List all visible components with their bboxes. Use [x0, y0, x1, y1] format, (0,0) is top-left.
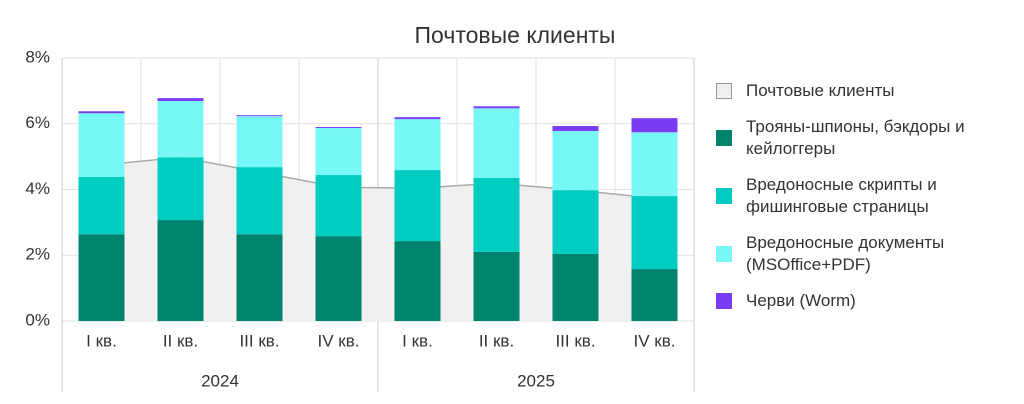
- bar-segment: [157, 220, 204, 321]
- y-tick-label: 4%: [25, 179, 50, 198]
- legend-swatch: [716, 293, 732, 309]
- bar-segment: [631, 269, 678, 321]
- bar-segment: [78, 234, 125, 321]
- bar-segment: [315, 127, 362, 129]
- bar-segment: [552, 126, 599, 131]
- legend-swatch: [716, 83, 732, 99]
- bar-segment: [552, 253, 599, 321]
- legend-swatch: [716, 130, 732, 146]
- bar-segment: [394, 119, 441, 171]
- bar-segment: [236, 167, 283, 235]
- bar-segment: [631, 118, 678, 133]
- bar-segment: [78, 111, 125, 114]
- x-tick-label: III кв.: [239, 331, 279, 350]
- legend-label: Вредоносные скрипты и фишинговые страниц…: [746, 175, 937, 216]
- y-tick-label: 2%: [25, 245, 50, 264]
- bar-segment: [552, 190, 599, 254]
- y-tick-label: 8%: [25, 47, 50, 66]
- bar-segment: [473, 106, 520, 109]
- y-tick-label: 6%: [25, 113, 50, 132]
- bar-segment: [394, 117, 441, 120]
- legend-item: Почтовые клиенты: [716, 80, 1016, 102]
- x-tick-label: I кв.: [402, 331, 433, 350]
- bar-segment: [473, 177, 520, 252]
- bar-segment: [394, 170, 441, 242]
- x-tick-label: III кв.: [555, 331, 595, 350]
- bar-segment: [315, 175, 362, 237]
- x-tick-label: II кв.: [479, 331, 514, 350]
- legend: Почтовые клиенты Трояны-шпионы, бэкдоры и…: [716, 80, 1016, 326]
- bar-segment: [315, 236, 362, 321]
- legend-swatch: [716, 246, 732, 262]
- y-tick-label: 0%: [25, 310, 50, 329]
- bar-segment: [78, 113, 125, 178]
- x-tick-label: I кв.: [86, 331, 117, 350]
- bar-segment: [157, 157, 204, 221]
- group-label: 2024: [201, 371, 239, 390]
- legend-label: Черви (Worm): [746, 291, 856, 310]
- bar-segment: [78, 177, 125, 235]
- x-tick-label: II кв.: [163, 331, 198, 350]
- legend-item: Черви (Worm): [716, 290, 1016, 312]
- bar-segment: [631, 196, 678, 270]
- legend-label: Трояны-шпионы, бэкдоры и кейлоггеры: [746, 117, 965, 158]
- bar-segment: [157, 98, 204, 102]
- bar-segment: [631, 132, 678, 197]
- legend-item: Трояны-шпионы, бэкдоры и кейлоггеры: [716, 116, 1016, 160]
- legend-item: Вредоносные скрипты и фишинговые страниц…: [716, 174, 1016, 218]
- x-tick-label: IV кв.: [634, 331, 676, 350]
- legend-label: Вредоносные документы (MSOffice+PDF): [746, 233, 945, 274]
- bar-segment: [236, 234, 283, 321]
- bar-segment: [394, 241, 441, 321]
- bar-segment: [473, 251, 520, 321]
- group-label: 2025: [517, 371, 555, 390]
- bar-segment: [473, 108, 520, 178]
- legend-label: Почтовые клиенты: [746, 81, 895, 100]
- legend-swatch: [716, 188, 732, 204]
- legend-item: Вредоносные документы (MSOffice+PDF): [716, 232, 1016, 276]
- chart-title: Почтовые клиенты: [415, 22, 616, 48]
- x-tick-label: IV кв.: [318, 331, 360, 350]
- bar-segment: [552, 130, 599, 191]
- bar-segment: [315, 128, 362, 176]
- bar-segment: [236, 115, 283, 117]
- bar-segment: [157, 101, 204, 158]
- bar-segment: [236, 116, 283, 168]
